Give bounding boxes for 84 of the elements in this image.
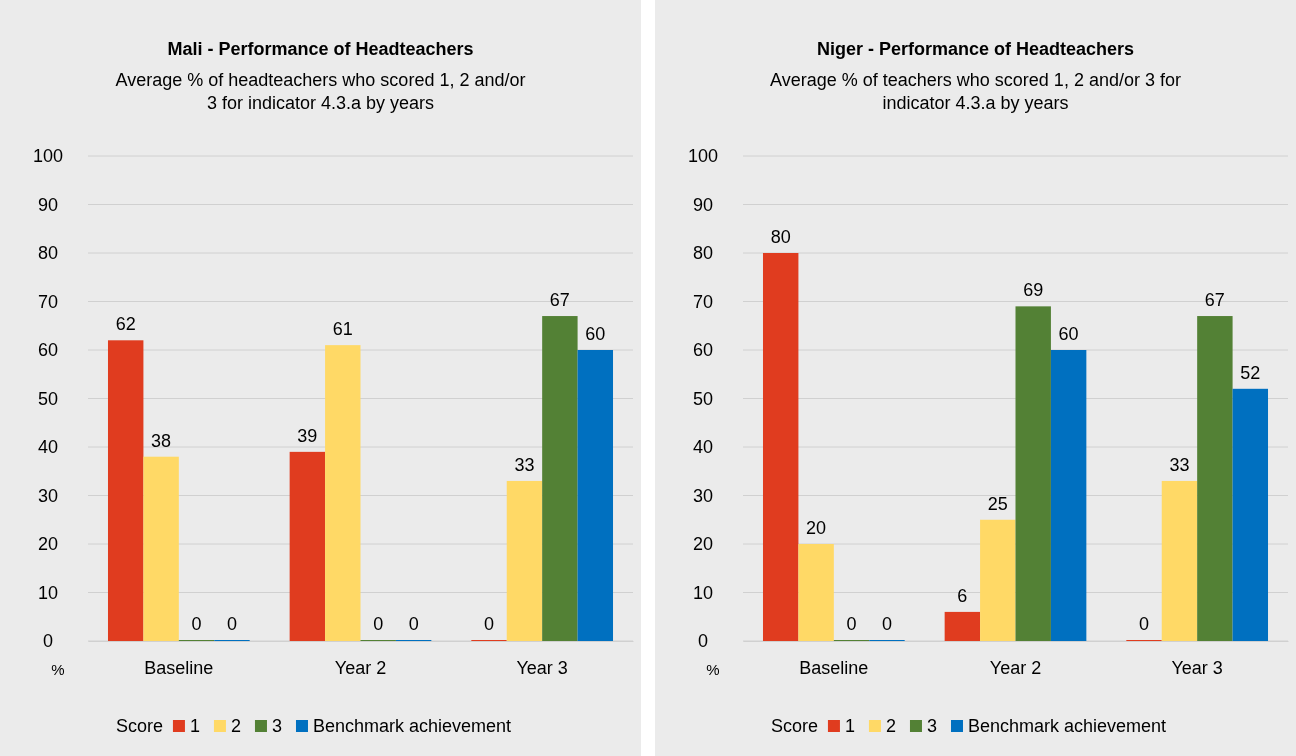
bar <box>577 350 614 641</box>
data-label: 62 <box>115 314 136 335</box>
chart-subtitle: Average % of headteachers who scored 1, 2 and/or 3 for indicator 4.3.a by years <box>115 70 526 114</box>
data-label: 52 <box>1240 362 1261 383</box>
y-tick-label: 70 <box>37 291 59 312</box>
data-label: 33 <box>514 454 535 475</box>
x-tick-label: Baseline <box>799 657 869 678</box>
data-label: 0 <box>191 614 202 634</box>
chart-subtitle: Average % of teachers who scored 1, 2 and/or 3 for indicator 4.3.a by years <box>770 70 1181 114</box>
legend-label: 1 <box>844 716 855 737</box>
y-tick-label: 50 <box>37 388 59 409</box>
data-label: 60 <box>585 324 606 344</box>
data-label: 80 <box>770 227 791 247</box>
bar <box>980 519 1016 641</box>
y-tick-label: 90 <box>692 194 714 215</box>
legend-title: Score <box>115 716 163 737</box>
y-tick-label: 20 <box>37 534 59 555</box>
data-label: 0 <box>373 614 384 634</box>
data-label: 0 <box>226 614 237 634</box>
bar <box>289 451 326 641</box>
bar <box>506 480 543 641</box>
bar <box>542 316 578 641</box>
legend-label: 2 <box>230 716 241 737</box>
bar <box>762 253 799 641</box>
data-label: 67 <box>549 290 570 311</box>
y-tick-label: 20 <box>692 534 714 555</box>
data-label: 25 <box>987 493 1008 514</box>
bar <box>944 611 981 641</box>
bar <box>1197 316 1233 641</box>
y-tick-label: 50 <box>692 388 714 409</box>
data-label: 0 <box>881 614 892 634</box>
bar <box>143 456 179 641</box>
data-label: 39 <box>297 425 318 446</box>
chart-title: Niger - Performance of Headteachers <box>816 39 1135 59</box>
y-tick-label: 10 <box>692 582 714 603</box>
bar <box>107 340 144 641</box>
data-label: 0 <box>484 614 495 634</box>
legend-label: 2 <box>885 716 896 737</box>
bar <box>798 544 834 641</box>
y-tick-label: 80 <box>692 243 714 264</box>
y-tick-label: 30 <box>692 485 714 506</box>
x-tick-label: Year 2 <box>989 657 1042 678</box>
legend-title: Score <box>770 716 818 737</box>
x-tick-label: Year 3 <box>1171 657 1223 678</box>
data-label: 38 <box>151 430 172 451</box>
y-tick-label: 40 <box>37 437 59 458</box>
chart-title: Mali - Performance of Headteachers <box>167 39 474 59</box>
x-tick-label: Baseline <box>144 657 214 678</box>
data-label: 67 <box>1204 290 1225 311</box>
data-label: 6 <box>957 585 968 606</box>
x-tick-label: Year 2 <box>334 657 387 678</box>
y-tick-label: 80 <box>37 243 59 264</box>
y-tick-label: 0 <box>42 631 54 652</box>
y-axis-title: % <box>706 661 720 678</box>
legend-label: 3 <box>271 716 282 737</box>
y-tick-label: 90 <box>37 194 59 215</box>
data-label: 0 <box>408 614 419 634</box>
data-label: 0 <box>1139 614 1150 634</box>
bar <box>1232 388 1269 641</box>
data-label: 69 <box>1023 280 1044 301</box>
bar <box>1050 350 1087 641</box>
data-label: 33 <box>1169 454 1190 475</box>
bar <box>325 345 361 641</box>
y-tick-label: 10 <box>37 582 59 603</box>
data-label: 20 <box>806 518 827 538</box>
legend-label: 1 <box>189 716 200 737</box>
data-label: 0 <box>846 614 857 634</box>
y-tick-label: 40 <box>692 437 714 458</box>
data-label: 60 <box>1058 324 1079 344</box>
y-tick-label: 70 <box>692 291 714 312</box>
legend-label: Benchmark achievement <box>967 716 1167 737</box>
y-tick-label: 30 <box>37 485 59 506</box>
y-tick-label: 60 <box>692 340 714 361</box>
y-tick-label: 0 <box>697 631 709 652</box>
data-label: 61 <box>332 319 353 340</box>
bar <box>1161 480 1198 641</box>
y-tick-label: 60 <box>37 340 59 361</box>
legend-label: Benchmark achievement <box>312 716 512 737</box>
x-tick-label: Year 3 <box>516 657 568 678</box>
bar <box>1015 306 1051 641</box>
legend-label: 3 <box>926 716 937 737</box>
y-axis-title: % <box>51 661 65 678</box>
y-tick-label: 100 <box>32 146 64 167</box>
y-tick-label: 100 <box>687 146 719 167</box>
